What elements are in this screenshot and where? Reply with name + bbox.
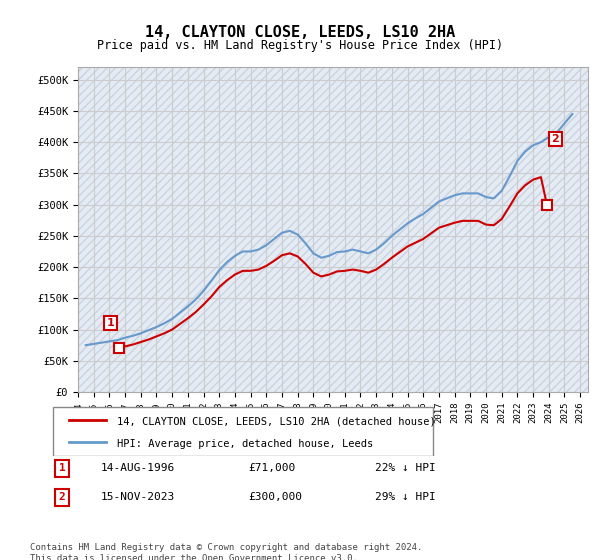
Text: 14, CLAYTON CLOSE, LEEDS, LS10 2HA (detached house): 14, CLAYTON CLOSE, LEEDS, LS10 2HA (deta… (116, 416, 436, 426)
Text: Price paid vs. HM Land Registry's House Price Index (HPI): Price paid vs. HM Land Registry's House … (97, 39, 503, 52)
Text: 1: 1 (107, 318, 115, 328)
Text: 1: 1 (59, 463, 65, 473)
Text: 15-NOV-2023: 15-NOV-2023 (101, 492, 175, 502)
Text: 29% ↓ HPI: 29% ↓ HPI (376, 492, 436, 502)
Text: £300,000: £300,000 (248, 492, 302, 502)
Text: 14, CLAYTON CLOSE, LEEDS, LS10 2HA: 14, CLAYTON CLOSE, LEEDS, LS10 2HA (145, 25, 455, 40)
Text: £71,000: £71,000 (248, 463, 296, 473)
Text: 2: 2 (551, 134, 559, 144)
Text: Contains HM Land Registry data © Crown copyright and database right 2024.
This d: Contains HM Land Registry data © Crown c… (30, 543, 422, 560)
Text: 2: 2 (59, 492, 65, 502)
Text: 14-AUG-1996: 14-AUG-1996 (101, 463, 175, 473)
Text: HPI: Average price, detached house, Leeds: HPI: Average price, detached house, Leed… (116, 439, 373, 449)
FancyBboxPatch shape (53, 407, 433, 456)
Text: 22% ↓ HPI: 22% ↓ HPI (376, 463, 436, 473)
